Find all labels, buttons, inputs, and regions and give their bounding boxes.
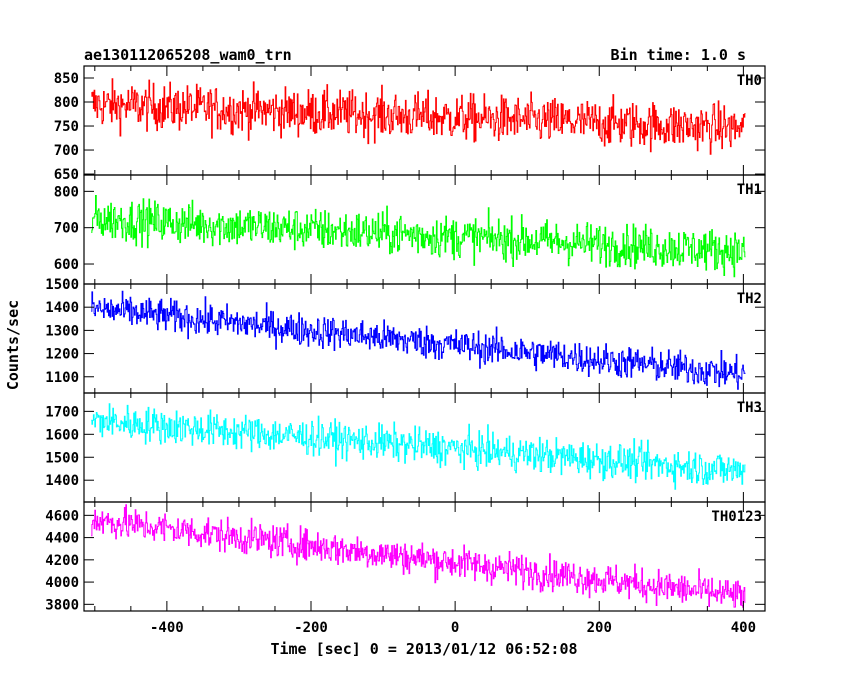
panel-label-th1: TH1 xyxy=(737,182,762,198)
panel-frame xyxy=(83,174,766,285)
y-tick-label: 1400 xyxy=(45,473,79,489)
panel-th2: 1100 1200 1300 1400 1500 TH2 xyxy=(45,277,766,394)
x-axis-label: Time [sec] 0 = 2013/01/12 06:52:08 xyxy=(270,640,577,658)
x-tick-label: 0 xyxy=(451,620,459,636)
panel-th0: 650 700 750 800 850 TH0 xyxy=(54,65,766,183)
y-tick-label: 1600 xyxy=(45,427,79,443)
y-tick-label: 1400 xyxy=(45,300,79,316)
x-tick-label: 200 xyxy=(587,620,612,636)
y-tick-label: 850 xyxy=(54,71,79,87)
x-tick-label: -200 xyxy=(294,620,328,636)
y-tick-label: 1100 xyxy=(45,370,79,386)
series-line-th3 xyxy=(91,403,746,490)
series-line-th0123 xyxy=(91,504,746,608)
panel-th0123: 3800 4000 4200 4400 4600 TH0123 xyxy=(45,501,766,613)
panels-group: 650 700 750 800 850 TH0 600 700 800 TH1 1100 1200 13… xyxy=(45,65,766,636)
y-tick-label: 1300 xyxy=(45,323,79,339)
y-tick-label: 750 xyxy=(54,119,79,135)
y-tick-label: 4000 xyxy=(45,575,79,591)
series-line-th1 xyxy=(91,195,746,278)
y-tick-label: 650 xyxy=(54,167,79,183)
x-tick-label: 400 xyxy=(731,620,756,636)
y-tick-label: 800 xyxy=(54,95,79,111)
y-tick-label: 1500 xyxy=(45,450,79,466)
y-axis-label: Counts/sec xyxy=(4,300,22,390)
series-line-th2 xyxy=(91,290,746,390)
panel-frame xyxy=(83,501,766,612)
y-tick-label: 700 xyxy=(54,221,79,237)
y-tick-label: 600 xyxy=(54,257,79,273)
y-tick-label: 1700 xyxy=(45,404,79,420)
panel-label-th2: TH2 xyxy=(737,291,762,307)
x-tick-label: -400 xyxy=(150,620,184,636)
bin-time-label: Bin time: 1.0 s xyxy=(611,46,746,64)
y-tick-label: 800 xyxy=(54,184,79,200)
y-tick-label: 4200 xyxy=(45,553,79,569)
panel-th3: 1400 1500 1600 1700 TH3 xyxy=(45,392,766,503)
panel-th1: 600 700 800 TH1 xyxy=(54,174,766,285)
series-line-th0 xyxy=(91,78,746,155)
y-tick-label: 3800 xyxy=(45,597,79,613)
y-tick-label: 1200 xyxy=(45,347,79,363)
y-tick-label: 1500 xyxy=(45,277,79,293)
y-tick-label: 4400 xyxy=(45,531,79,547)
panel-label-th3: TH3 xyxy=(737,400,762,416)
y-tick-label: 4600 xyxy=(45,508,79,524)
chart-title: ae130112065208_wam0_trn xyxy=(84,46,292,64)
panel-label-th0: TH0 xyxy=(737,73,762,89)
panel-label-th0123: TH0123 xyxy=(711,509,762,525)
y-tick-label: 700 xyxy=(54,143,79,159)
